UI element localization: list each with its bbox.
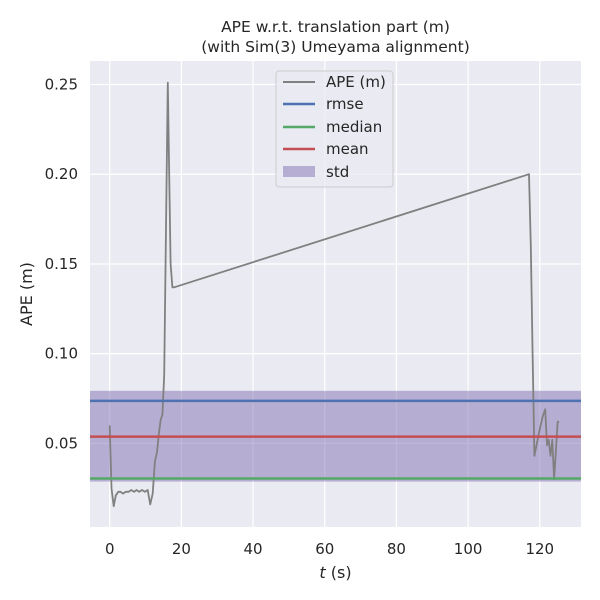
legend-label-mean: mean [326,140,369,158]
legend-label-ape: APE (m) [326,73,386,91]
x-tick-label: 100 [454,540,483,558]
legend-label-std: std [326,163,349,181]
y-tick-labels: 0.05 0.10 0.15 0.20 0.25 [45,76,78,453]
y-tick-label: 0.20 [45,165,78,183]
y-tick-label: 0.25 [45,76,78,94]
legend-label-median: median [326,118,382,136]
x-tick-label: 40 [244,540,263,558]
legend-label-rmse: rmse [326,95,364,113]
x-tick-labels: 0 20 40 60 80 100 120 [105,540,554,558]
y-tick-label: 0.10 [45,345,78,363]
x-tick-label: 80 [387,540,406,558]
x-tick-label: 0 [105,540,115,558]
legend: APE (m) rmse median mean std [275,70,394,188]
chart-title-line-2: (with Sim(3) Umeyama alignment) [201,38,470,56]
hline-layer [90,399,581,480]
y-tick-label: 0.05 [45,434,78,452]
ape-series-line [108,81,560,508]
series-layer [108,81,560,508]
chart-title-line-1: APE w.r.t. translation part (m) [221,18,450,36]
y-axis-title: APE (m) [17,262,36,326]
legend-swatch-std [283,166,315,177]
x-tick-label: 120 [525,540,554,558]
legend-frame [275,70,394,188]
x-axis-title-italic: t [319,563,326,582]
x-axis-title: t (s) [319,563,351,582]
x-axis-title-unit: (s) [326,563,352,582]
y-tick-label: 0.15 [45,255,78,273]
x-tick-label: 60 [315,540,334,558]
x-tick-label: 20 [172,540,191,558]
